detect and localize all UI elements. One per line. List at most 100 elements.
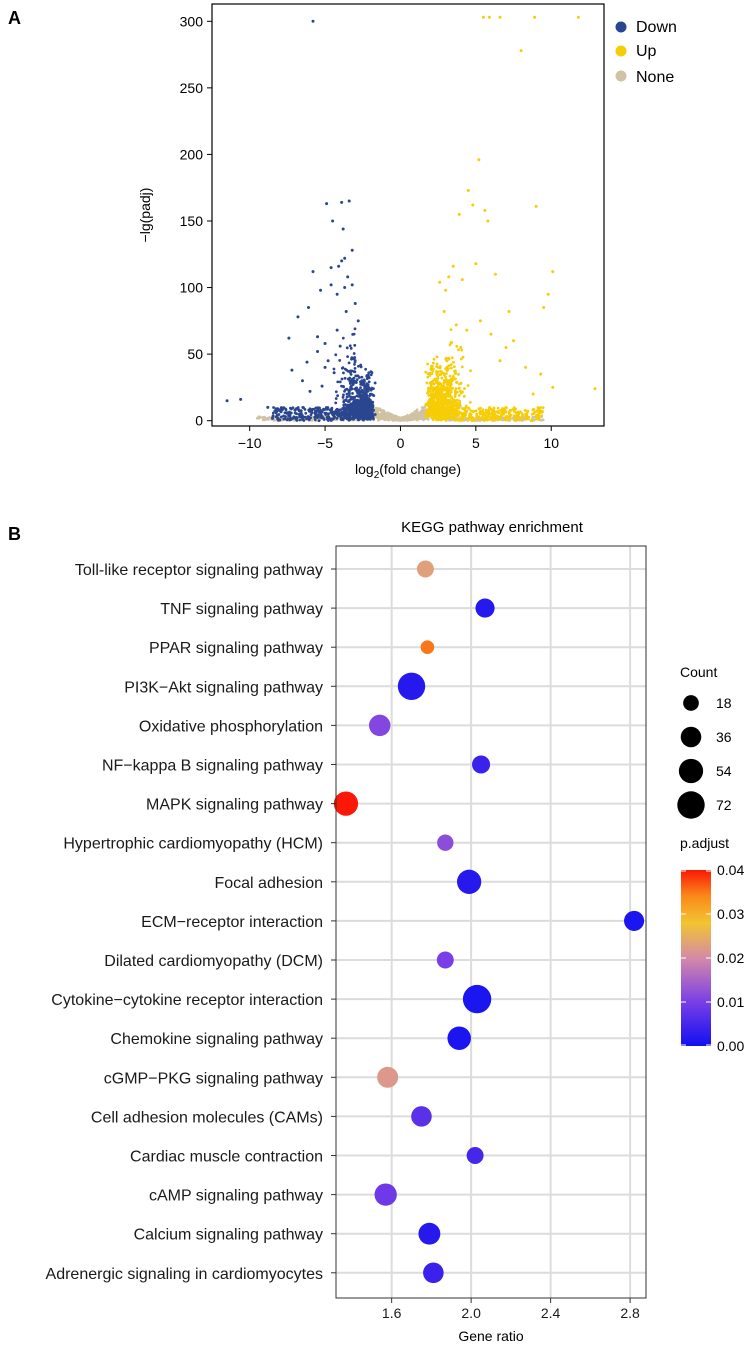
volcano-point-down [278,418,282,422]
volcano-point-up [468,400,472,404]
volcano-point-down [341,366,345,370]
count-legend-label: 72 [716,797,732,813]
volcano-point-up [448,392,452,396]
volcano-point-up [539,372,543,376]
volcano-point-down [311,19,315,23]
volcano-point-down [350,408,353,412]
volcano-point-down [343,376,347,380]
volcano-points [225,15,597,423]
volcano-point-up [442,394,446,398]
volcano-point-none [426,417,430,421]
volcano-point-up [450,366,453,370]
volcano-point-none [420,406,424,409]
volcano-point-up [449,388,453,392]
volcano-point-down [336,380,340,384]
volcano-point-down [266,405,270,409]
volcano-point-up [457,386,461,390]
volcano-point-up [535,410,538,413]
volcano-point-up [489,332,493,336]
volcano-point-up [442,310,446,314]
volcano-point-up [515,412,519,416]
volcano-point-none [412,414,415,418]
volcano-point-down [358,413,362,417]
volcano-point-down [342,371,345,375]
volcano-point-down [350,283,354,287]
volcano-point-down [322,407,325,411]
volcano-point-down [353,415,356,419]
p-adjust-legend-title: p.adjust [680,835,729,851]
volcano-point-up [459,391,463,394]
volcano-point-up [465,328,469,332]
legend-up-swatch [615,45,627,57]
volcano-point-up [493,272,497,276]
volcano-point-down [334,401,338,405]
volcano-point-up [464,413,467,417]
volcano-point-up [429,386,433,390]
volcano-point-down [332,371,336,375]
volcano-point-down [335,292,339,296]
volcano-point-down [329,283,333,287]
volcano-point-none [265,418,268,421]
volcano-point-down [341,336,345,340]
volcano-point-down [359,380,362,384]
volcano-point-down [343,286,347,290]
volcano-point-down [370,412,373,416]
volcano-point-down [341,227,345,231]
count-legend: Count 18 36 54 72 [677,664,732,819]
volcano-point-down [348,406,352,410]
kegg-point [374,1183,397,1206]
volcano-point-down [335,328,339,332]
volcano-point-up [483,208,487,212]
volcano-point-up [434,396,438,400]
volcano-point-up [460,365,464,369]
volcano-point-up [449,363,453,367]
volcano-point-up [490,410,494,414]
volcano-point-down [352,401,356,405]
p-adjust-tick-label: 0.01 [717,994,744,1010]
volcano-point-down [319,408,322,412]
volcano-point-down [280,415,283,419]
volcano-point-none [419,410,423,413]
kegg-category-label: Oxidative phosphorylation [139,718,323,735]
volcano-point-up [461,407,465,411]
volcano-point-down [365,394,369,398]
volcano-point-down [304,411,308,415]
volcano-point-up [516,415,520,419]
volcano-point-down [369,370,373,374]
volcano-point-down [290,368,294,372]
volcano-point-none [531,416,535,419]
volcano-point-none [272,419,276,422]
volcano-point-down [371,409,375,412]
volcano-point-up [469,369,472,373]
volcano-point-up [537,416,540,420]
volcano-point-up [437,390,441,394]
volcano-point-up [443,386,447,389]
volcano-point-up [440,376,444,380]
volcano-x-tick-label: 10 [543,435,559,451]
volcano-point-up [441,401,444,405]
volcano-y-tick-label: 0 [195,413,203,429]
volcano-y-tick-label: 300 [180,13,204,29]
volcano-point-none [399,419,402,422]
volcano-point-up [444,357,448,361]
kegg-point [333,791,359,816]
kegg-point [457,869,482,894]
volcano-point-up [426,362,430,366]
volcano-point-up [440,386,444,390]
x-label-log: log [355,461,374,477]
volcano-point-up [504,410,508,414]
volcano-point-down [363,386,366,390]
volcano-point-up [449,383,453,386]
volcano-point-down [313,415,317,419]
volcano-point-down [305,360,309,364]
volcano-point-up [437,393,440,397]
volcano-point-down [296,315,300,319]
volcano-point-down [353,366,357,370]
volcano-point-down [275,413,279,417]
kegg-category-label: PPAR signaling pathway [149,640,323,657]
volcano-point-up [475,412,479,416]
volcano-point-up [432,357,436,361]
legend-down-swatch [615,21,627,33]
volcano-point-up [455,344,459,348]
